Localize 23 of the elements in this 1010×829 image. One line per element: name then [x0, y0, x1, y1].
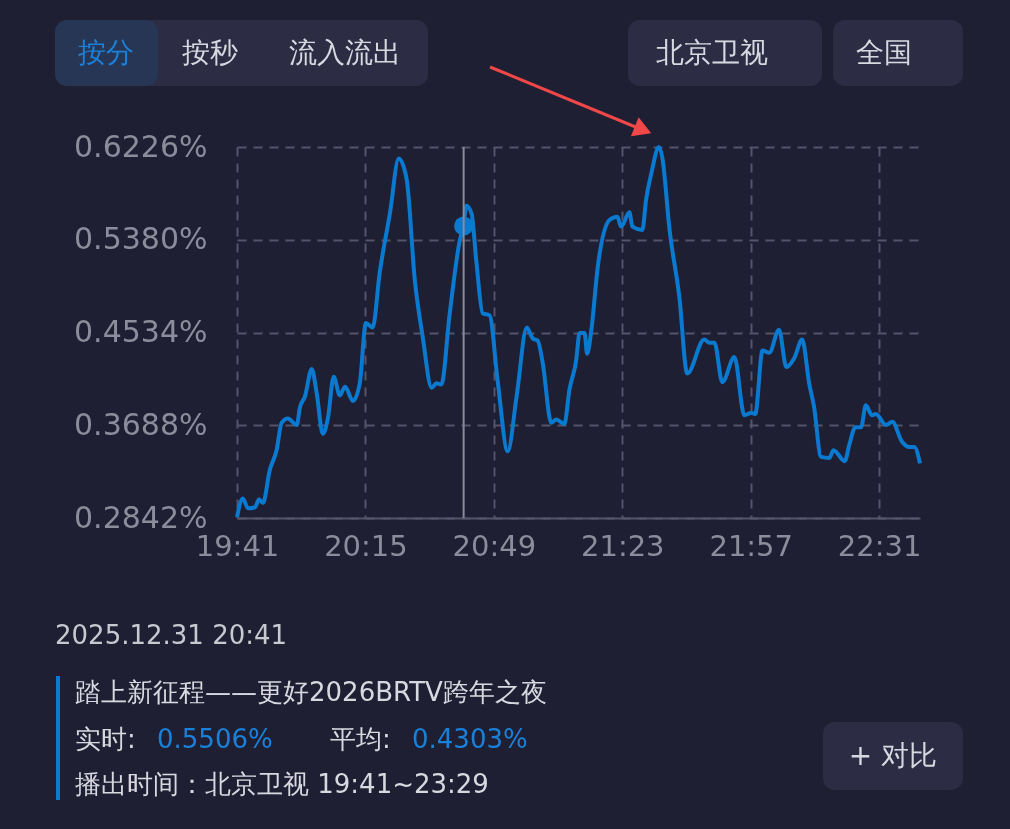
x-tick-label: 20:49 — [452, 528, 537, 563]
text: 按分 — [78, 36, 134, 69]
y-tick-label: 0.5380% — [74, 221, 208, 257]
text: 流入流出 — [289, 36, 401, 69]
text: 0.5506% — [157, 724, 273, 754]
text: 全国 — [856, 36, 912, 69]
y-tick-label: 0.3688% — [74, 406, 208, 442]
x-tick-label: 21:23 — [580, 528, 665, 563]
text: + 对比 — [848, 739, 938, 772]
text: 北京卫视 — [656, 36, 768, 69]
text: 踏上新征程——更好2026BRTV跨年之夜 — [75, 677, 547, 707]
text: 实时: — [75, 724, 136, 754]
x-tick-label: 21:57 — [709, 528, 793, 563]
line-series — [235, 145, 922, 520]
text: 按秒 — [182, 36, 238, 69]
y-tick-label: 0.4534% — [74, 314, 208, 349]
x-tick-label: 20:15 — [324, 528, 408, 563]
x-tick-label: 22:31 — [837, 528, 922, 563]
text: 平均: — [330, 724, 391, 754]
y-tick-label: 0.6226% — [74, 128, 208, 164]
text: 2025.12.31 20:41 — [55, 620, 288, 650]
text: 0.4303% — [412, 724, 528, 754]
text: 播出时间：北京卫视 19:41~23:29 — [75, 769, 489, 799]
